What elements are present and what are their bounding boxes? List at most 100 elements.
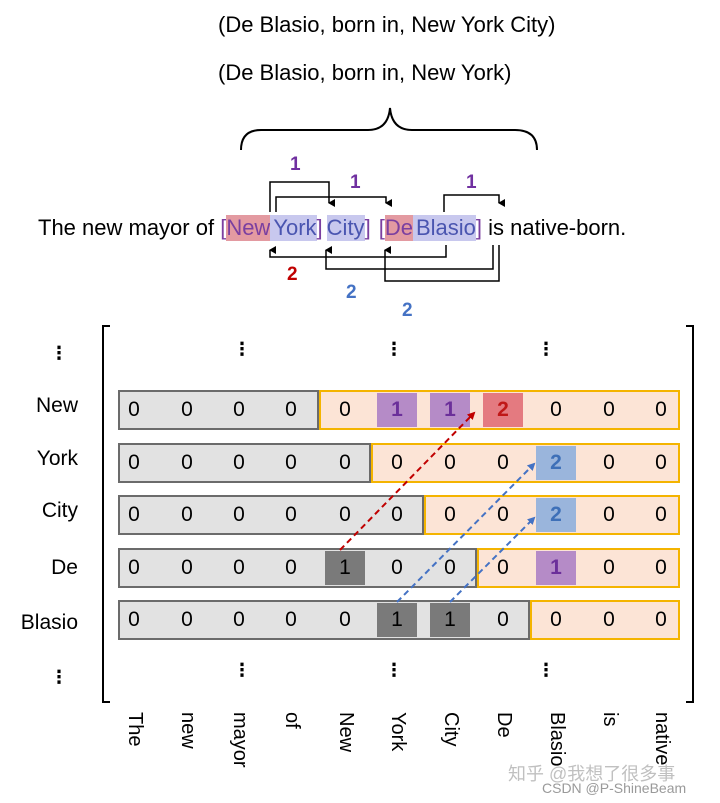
- column-label: City: [440, 712, 462, 747]
- matrix-cell: 0: [128, 398, 140, 421]
- arrow-new-city: [275, 196, 392, 212]
- matrix-cell: 0: [233, 608, 245, 631]
- matrix-cell: 0: [444, 503, 456, 526]
- token-de: De: [384, 215, 413, 241]
- matrix-cell: 2: [536, 498, 576, 532]
- matrix-cell: 0: [128, 503, 140, 526]
- matrix-cell: 0: [391, 556, 403, 579]
- column-label: native: [651, 712, 673, 766]
- matrix-bracket-left: [102, 325, 110, 703]
- triple-1: (De Blasio, born in, New York City): [218, 12, 556, 37]
- matrix-cell: 0: [603, 608, 615, 631]
- token-york: York: [270, 215, 317, 241]
- column-label: De: [493, 712, 515, 738]
- matrix-cell: 0: [339, 451, 351, 474]
- matrix-cell: 0: [181, 398, 193, 421]
- arrow-blasio-york: [325, 245, 494, 270]
- matrix-cell: 0: [128, 451, 140, 474]
- row-ellipsis-top: ⋮: [50, 343, 68, 363]
- link-label-bottom-blue-2: 2: [402, 300, 413, 321]
- row-peach-segment: [477, 548, 680, 588]
- matrix-cell: 0: [497, 556, 509, 579]
- link-label-top-middle: 1: [350, 172, 361, 193]
- row-gray-segment: [118, 548, 477, 588]
- arrow-blue-blasio-city: [449, 516, 536, 603]
- matrix-cell: 0: [655, 556, 667, 579]
- column-label: York: [387, 712, 409, 752]
- row-ellipsis-bottom: ⋮: [50, 667, 68, 687]
- arrow-red-de-new: [339, 411, 476, 551]
- token-new: New: [226, 215, 271, 241]
- watermark-zhihu: 知乎 @我想了很多事: [508, 764, 676, 784]
- arrow-new-york: [269, 181, 335, 212]
- watermark-csdn: CSDN @P-ShineBeam: [542, 780, 687, 796]
- matrix-cell: 2: [483, 393, 523, 427]
- sentence-prefix: The new mayor of: [38, 215, 221, 240]
- matrix-cell: 0: [497, 608, 509, 631]
- matrix-cell: 0: [233, 503, 245, 526]
- example-sentence: The new mayor of [New York] City] [De Blasio…: [38, 215, 626, 241]
- matrix-cell: 0: [128, 608, 140, 631]
- matrix-cell: 1: [377, 603, 417, 637]
- col-ellipsis-4: ⋮: [233, 660, 251, 680]
- matrix-cell: 0: [233, 398, 245, 421]
- matrix-cell: 0: [181, 608, 193, 631]
- bracket-close-1: ]: [316, 215, 323, 240]
- token-city: City: [326, 215, 365, 241]
- arrow-de-blasio: [443, 194, 505, 212]
- matrix-cell: 0: [444, 451, 456, 474]
- matrix-cell: 0: [285, 398, 297, 421]
- col-ellipsis-2: ⋮: [385, 339, 403, 359]
- matrix-cell: 0: [550, 608, 562, 631]
- matrix-cell: 0: [181, 451, 193, 474]
- matrix-cell: 0: [285, 608, 297, 631]
- matrix-cell: 0: [391, 503, 403, 526]
- row-label-new: New: [35, 394, 78, 417]
- sentence-suffix: is native-born.: [481, 215, 627, 240]
- bracket-close-3: ]: [475, 215, 482, 240]
- matrix-cell: 0: [391, 451, 403, 474]
- col-ellipsis-5: ⋮: [385, 660, 403, 680]
- column-label: mayor: [229, 712, 251, 768]
- matrix-cell: 0: [603, 556, 615, 579]
- column-label: The: [124, 712, 146, 747]
- row-gray-segment: [118, 495, 424, 535]
- link-label-top-left: 1: [290, 154, 301, 175]
- bracket-open-2: [: [378, 215, 385, 240]
- matrix-cell: 0: [285, 503, 297, 526]
- column-label: new: [177, 712, 199, 749]
- matrix-cell: 0: [497, 451, 509, 474]
- link-label-bottom-red: 2: [287, 264, 298, 285]
- matrix-cell: 0: [655, 608, 667, 631]
- matrix-cell: 0: [550, 398, 562, 421]
- matrix-cell: 0: [285, 556, 297, 579]
- arrow-de-new: [269, 245, 447, 258]
- bracket-open-1: [: [220, 215, 227, 240]
- column-label: New: [335, 712, 357, 753]
- matrix-cell: 1: [430, 603, 470, 637]
- matrix-cell: 1: [536, 551, 576, 585]
- triple-2: (De Blasio, born in, New York): [218, 60, 512, 85]
- matrix-cell: 1: [377, 393, 417, 427]
- matrix-cell: 0: [285, 451, 297, 474]
- bracket-close-2: ]: [364, 215, 371, 240]
- row-peach-segment: [371, 443, 680, 483]
- row-peach-segment: [530, 600, 680, 640]
- matrix-cell: 0: [339, 398, 351, 421]
- arrow-blue-blasio-york: [396, 462, 536, 603]
- matrix-cell: 0: [339, 503, 351, 526]
- matrix-cell: 0: [497, 503, 509, 526]
- matrix-cell: 0: [181, 556, 193, 579]
- matrix-cell: 1: [430, 393, 470, 427]
- matrix-cell: 0: [603, 451, 615, 474]
- matrix-cell: 1: [325, 551, 365, 585]
- row-label-de: De: [51, 556, 78, 579]
- row-label-york: York: [36, 447, 78, 470]
- matrix-cell: 0: [233, 556, 245, 579]
- col-ellipsis-1: ⋮: [233, 339, 251, 359]
- matrix-bracket-right: [686, 325, 694, 703]
- link-label-bottom-blue-1: 2: [346, 282, 357, 303]
- col-ellipsis-6: ⋮: [537, 660, 555, 680]
